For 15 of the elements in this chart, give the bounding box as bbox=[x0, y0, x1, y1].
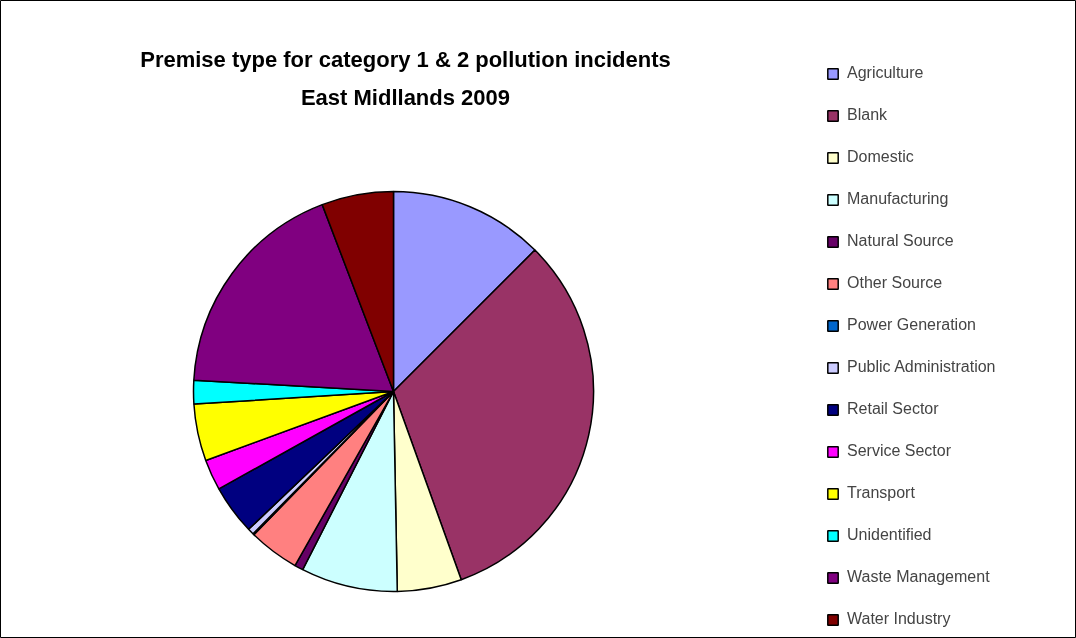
chart-title: Premise type for category 1 & 2 pollution incidents East Midllands 2009 bbox=[140, 46, 671, 111]
legend-label: Retail Sector bbox=[847, 400, 939, 418]
legend-label: Blank bbox=[847, 106, 888, 124]
legend-label: Power Generation bbox=[847, 316, 976, 334]
legend-label: Unidentified bbox=[847, 526, 932, 544]
legend-label: Manufacturing bbox=[847, 190, 949, 208]
legend-label: Natural Source bbox=[847, 232, 954, 250]
legend-label: Service Sector bbox=[847, 442, 952, 460]
legend-label: Water Industry bbox=[847, 610, 951, 628]
legend-label: Domestic bbox=[847, 148, 914, 166]
legend-label: Public Administration bbox=[847, 358, 996, 376]
legend-label: Agriculture bbox=[847, 64, 924, 82]
legend-label: Waste Management bbox=[847, 568, 990, 586]
legend-label: Transport bbox=[847, 484, 915, 502]
legend-label: Other Source bbox=[847, 274, 943, 292]
